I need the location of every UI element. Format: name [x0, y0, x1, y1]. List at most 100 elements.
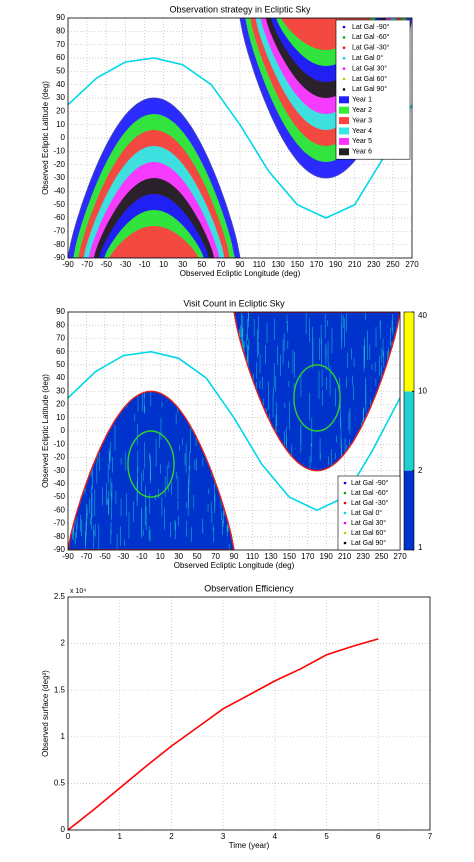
colorbar-label: 40 [418, 311, 427, 320]
legend-marker [343, 531, 347, 535]
efficiency-line [67, 638, 379, 831]
y-tick-label: 1 [61, 732, 66, 741]
legend-swatch [339, 127, 349, 135]
y-tick-label: 0 [61, 426, 66, 435]
y-tick-label: 1.5 [54, 685, 66, 694]
colorbar-segment [404, 470, 414, 550]
y-tick-label: 0.5 [54, 779, 66, 788]
x-tick-label: 250 [375, 552, 389, 561]
x-tick-label: 250 [386, 260, 400, 269]
legend-marker [342, 36, 346, 39]
y-tick-label: 70 [56, 40, 65, 49]
x-tick-label: 90 [230, 552, 239, 561]
legend-label: Year 3 [352, 117, 372, 124]
legend-label: Year 4 [352, 128, 372, 135]
legend-label: Year 2 [352, 107, 372, 114]
x-tick-label: 30 [174, 552, 183, 561]
legend-label: Lat Gal -60° [351, 489, 389, 497]
legend-box [337, 475, 401, 551]
lobe-outline [68, 390, 235, 550]
y-tick-label: 90 [56, 13, 65, 22]
y-tick-label: 20 [56, 106, 65, 115]
legend-marker [343, 511, 347, 515]
y-axis-label: Observed surface (deg²) [41, 670, 50, 757]
legend-label: Year 6 [352, 149, 372, 156]
x-tick-label: 190 [329, 260, 343, 269]
x-tick-label: 150 [291, 260, 305, 269]
legend-label: Lat Gal -60° [352, 33, 390, 41]
x-tick-label: 30 [178, 260, 187, 269]
y-tick-label: -60 [53, 213, 65, 222]
x-tick-label: 90 [236, 260, 245, 269]
legend-marker [342, 77, 346, 81]
x-tick-label: -70 [81, 552, 93, 561]
y-tick-label: 0 [61, 825, 66, 834]
y-tick-label: 50 [56, 66, 65, 75]
y-tick-label: -30 [53, 173, 65, 182]
ring [293, 364, 341, 432]
y-axis-label: Observed Ecliptic Latitude (deg) [41, 81, 50, 195]
x-tick-label: 70 [211, 552, 220, 561]
chart-title: Visit Count in Ecliptic Sky [183, 298, 285, 308]
x-tick-label: 170 [301, 552, 315, 561]
x-tick-label: 7 [428, 832, 433, 841]
y-tick-label: -50 [53, 200, 65, 209]
y-tick-label: -90 [53, 253, 65, 262]
plot-frame [67, 311, 401, 551]
x-tick-label: 130 [272, 260, 286, 269]
legend-box [335, 19, 411, 160]
y-tick-label: 0 [61, 133, 66, 142]
x-tick-label: 5 [324, 832, 329, 841]
x-tick-label: 1 [117, 832, 122, 841]
legend-label: Lat Gal 90° [351, 539, 386, 547]
legend-label: Lat Gal -30° [352, 44, 390, 52]
lobe-outline [233, 312, 400, 472]
legend-marker [342, 56, 346, 60]
x-tick-label: -70 [81, 260, 93, 269]
x-tick-label: 10 [156, 552, 165, 561]
legend-label: Year 1 [352, 97, 372, 104]
y-tick-label: -60 [53, 505, 65, 514]
legend-label: Lat Gal 60° [352, 75, 387, 83]
x-tick-label: -50 [100, 260, 112, 269]
x-tick-label: -30 [120, 260, 132, 269]
y-tick-label: 90 [56, 307, 65, 316]
regions [68, 312, 400, 550]
y-tick-label: 10 [56, 413, 65, 422]
x-tick-label: -90 [62, 260, 74, 269]
y-tick-label: -70 [53, 519, 65, 528]
x-tick-label: 110 [253, 260, 266, 269]
colorbar-label: 10 [418, 386, 427, 395]
x-tick-label: 210 [348, 260, 362, 269]
y-tick-label: 2.5 [54, 592, 66, 601]
lat-gal-curve [68, 57, 412, 219]
legend-marker [343, 481, 347, 485]
x-tick-label: 230 [356, 552, 370, 561]
legend-marker [343, 521, 347, 525]
y-tick-label: 50 [56, 360, 65, 369]
colorbar-label: 2 [418, 466, 423, 475]
x-tick-label: 10 [159, 260, 168, 269]
x-tick-label: 50 [197, 260, 206, 269]
legend-marker [342, 46, 346, 50]
y-tick-label: -30 [53, 466, 65, 475]
colorbar-label: 1 [418, 543, 423, 552]
legend-label: Year 5 [352, 138, 372, 145]
y-tick-label: -80 [53, 240, 65, 249]
year-band [109, 226, 199, 258]
chart-title: Observation strategy in Ecliptic Sky [169, 4, 311, 14]
x-tick-label: -50 [99, 552, 111, 561]
y-tick-label: 60 [56, 53, 65, 62]
x-tick-label: 270 [405, 260, 419, 269]
x-axis-label: Observed Ecliptic Longitude (deg) [180, 269, 301, 278]
x-tick-label: -10 [136, 552, 148, 561]
x-tick-label: 6 [376, 832, 381, 841]
y-tick-label: 80 [56, 320, 65, 329]
x-tick-label: 130 [264, 552, 278, 561]
lobe-outline [68, 97, 241, 258]
y-tick-label: -10 [53, 146, 65, 155]
y-tick-label: -50 [53, 492, 65, 501]
legend-marker [343, 541, 347, 545]
x-tick-label: 0 [66, 832, 71, 841]
